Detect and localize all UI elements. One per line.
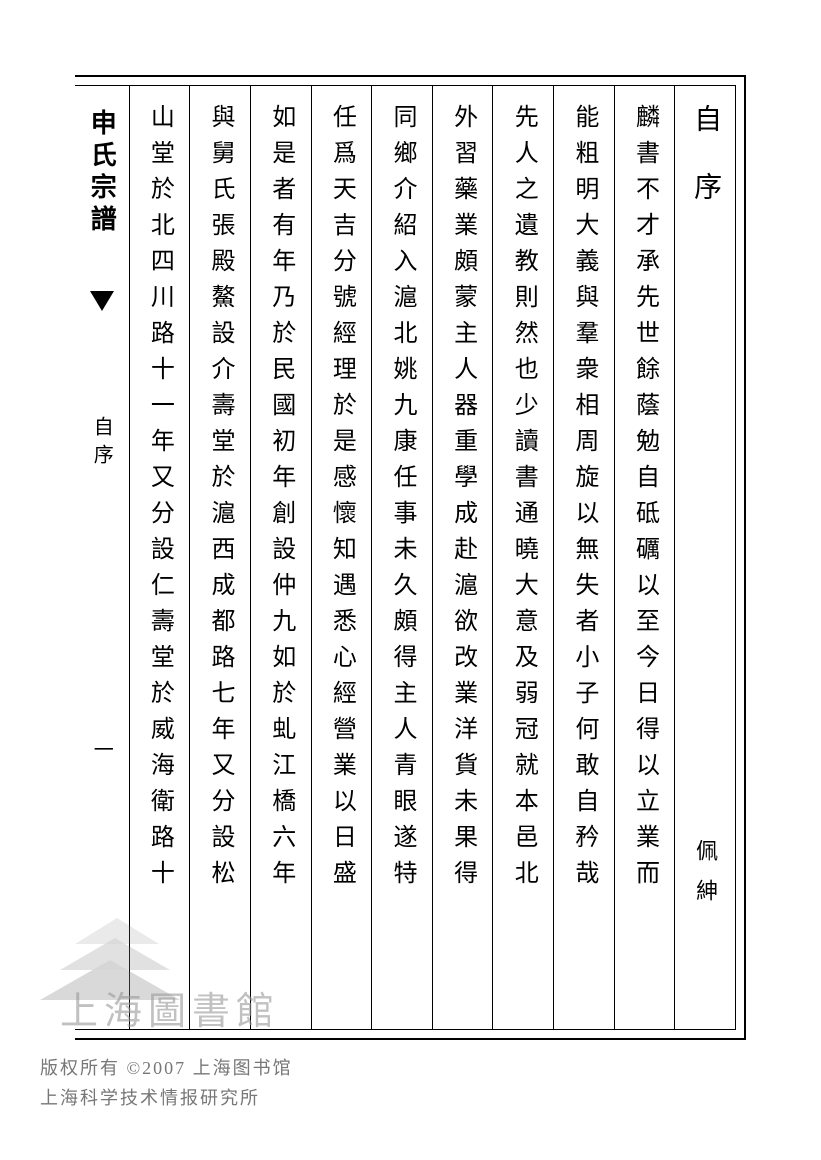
fishtail-mark <box>90 291 114 311</box>
book-title: 申氏宗譜 <box>83 109 120 237</box>
copyright-line-1: 版权所有 ©2007 上海图书馆 <box>40 1054 293 1080</box>
column-text: 外習藥業頗蒙主人器重學成赴滬欲改業洋貨未果得 <box>451 104 475 896</box>
column-7: 如是者有年乃於民國初年創設仲九如於虬江橋六年 <box>250 86 311 1029</box>
column-text: 與舅氏張殿鰲設介壽堂於滬西成都路七年又分設松 <box>208 104 232 896</box>
column-6: 任爲天吉分號經理於是感懷知遇悉心經營業以日盛 <box>311 86 372 1029</box>
column-title: 自序 佩紳 <box>674 86 735 1029</box>
section-label: 自序 <box>87 416 116 472</box>
column-text: 如是者有年乃於民國初年創設仲九如於虬江橋六年 <box>269 104 293 896</box>
column-text: 先人之遺教則然也少讀書通曉大意及弱冠就本邑北 <box>511 104 535 896</box>
author-name: 佩紳 <box>694 839 716 919</box>
column-4: 外習藥業頗蒙主人器重學成赴滬欲改業洋貨未果得 <box>432 86 493 1029</box>
column-text: 同鄉介紹入滬北姚九康任事未久頗得主人青眼遂特 <box>390 104 414 896</box>
column-text: 能粗明大義與羣衆相周旋以無失者小子何敢自矜哉 <box>572 104 596 896</box>
watermark-brand: 上海圖書館 <box>60 980 280 1035</box>
column-text: 麟書不才承先世餘蔭勉自砥礪以至今日得以立業而 <box>633 104 657 896</box>
column-2: 能粗明大義與羣衆相周旋以無失者小子何敢自矜哉 <box>553 86 614 1029</box>
column-3: 先人之遺教則然也少讀書通曉大意及弱冠就本邑北 <box>492 86 553 1029</box>
preface-title: 自序 <box>691 104 719 240</box>
column-text: 山堂於北四川路十一年又分設仁壽堂於威海衛路十 <box>147 104 171 896</box>
column-1: 麟書不才承先世餘蔭勉自砥礪以至今日得以立業而 <box>614 86 675 1029</box>
copyright-line-2: 上海科学技术情报研究所 <box>40 1084 260 1110</box>
page-number: 一 <box>87 739 116 759</box>
column-5: 同鄉介紹入滬北姚九康任事未久頗得主人青眼遂特 <box>371 86 432 1029</box>
column-text: 任爲天吉分號經理於是感懷知遇悉心經營業以日盛 <box>329 104 353 896</box>
